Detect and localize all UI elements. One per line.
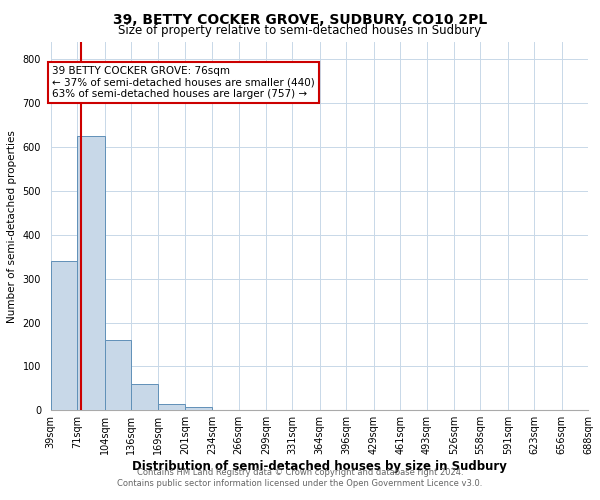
Bar bbox=[104, 340, 131, 410]
Bar bbox=[51, 261, 77, 410]
Text: 39, BETTY COCKER GROVE, SUDBURY, CO10 2PL: 39, BETTY COCKER GROVE, SUDBURY, CO10 2P… bbox=[113, 12, 487, 26]
Bar bbox=[77, 136, 104, 410]
Bar bbox=[185, 407, 212, 410]
X-axis label: Distribution of semi-detached houses by size in Sudbury: Distribution of semi-detached houses by … bbox=[132, 460, 507, 473]
Bar bbox=[158, 404, 185, 410]
Text: Contains HM Land Registry data © Crown copyright and database right 2024.
Contai: Contains HM Land Registry data © Crown c… bbox=[118, 468, 482, 487]
Text: 39 BETTY COCKER GROVE: 76sqm
← 37% of semi-detached houses are smaller (440)
63%: 39 BETTY COCKER GROVE: 76sqm ← 37% of se… bbox=[52, 66, 315, 100]
Bar bbox=[131, 384, 158, 410]
Y-axis label: Number of semi-detached properties: Number of semi-detached properties bbox=[7, 130, 17, 322]
Text: Size of property relative to semi-detached houses in Sudbury: Size of property relative to semi-detach… bbox=[118, 24, 482, 37]
